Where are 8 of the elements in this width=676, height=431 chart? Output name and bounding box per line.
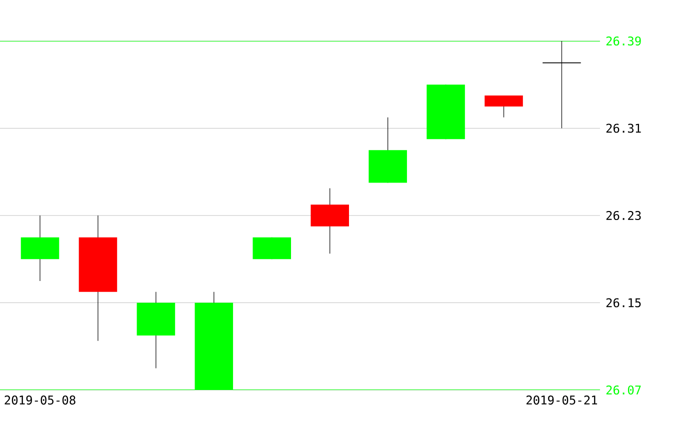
candlestick xyxy=(542,41,582,129)
y-tick-label: 26.31 xyxy=(606,124,641,133)
y-tick-label: 26.39 xyxy=(606,36,641,46)
y-tick-label: 26.07 xyxy=(606,385,641,395)
y-tick-label: 26.15 xyxy=(606,298,641,308)
x-tick-label: 2019-05-08 xyxy=(4,396,76,405)
x-tick-label: 2019-05-21 xyxy=(526,396,598,405)
y-tick-label: 26.23 xyxy=(606,210,641,220)
